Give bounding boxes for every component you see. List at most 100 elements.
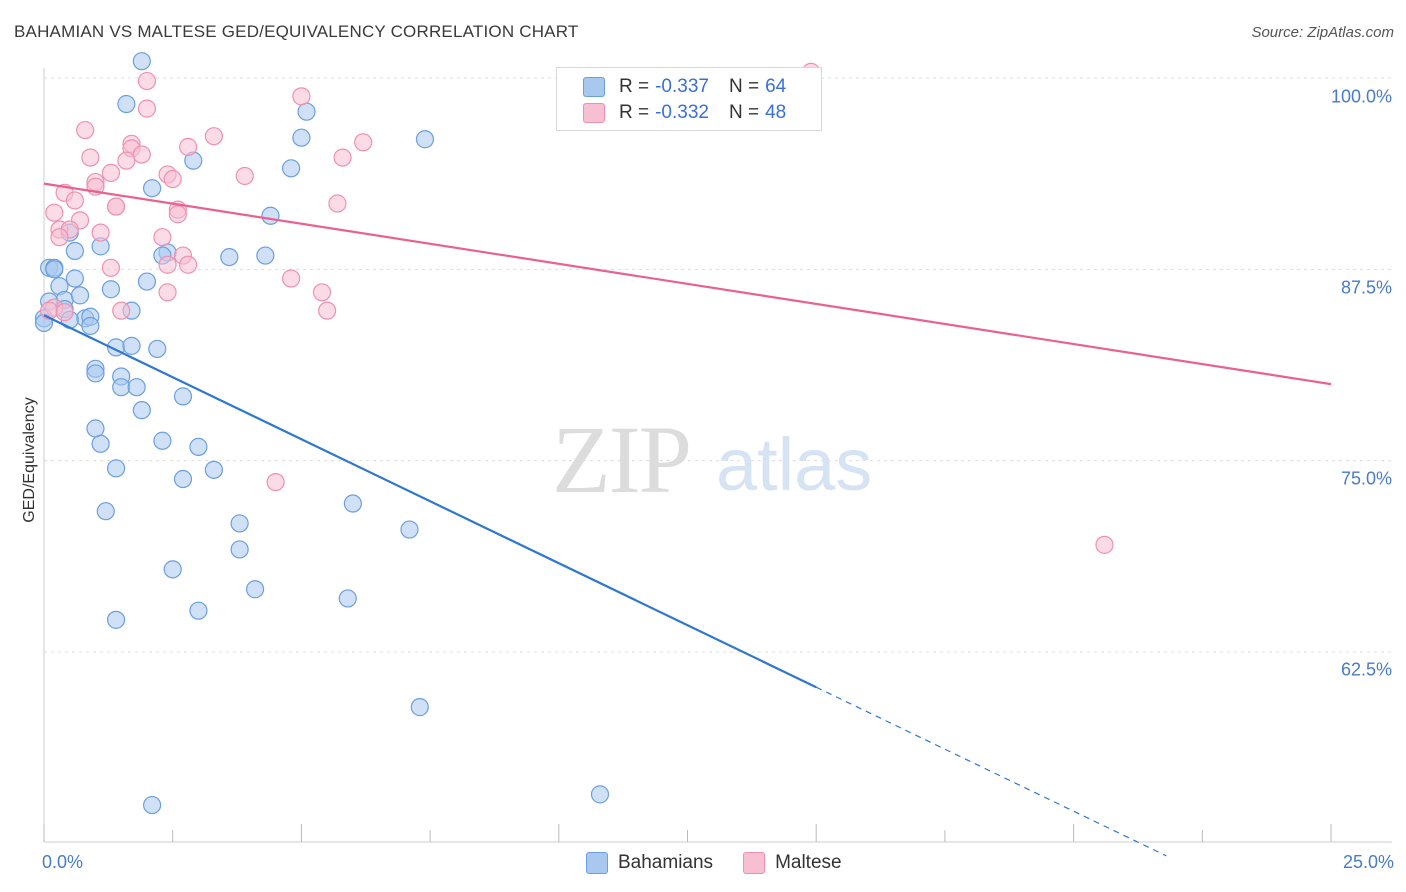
bahamians-point	[297, 102, 316, 121]
maltese-point	[318, 301, 337, 320]
maltese-point	[76, 120, 95, 140]
maltese-point	[101, 163, 121, 183]
maltese-point	[292, 87, 311, 106]
y-tick-label-87-5: 87.5%	[1340, 277, 1392, 298]
bahamians-point	[163, 560, 182, 579]
r-label: R =	[619, 76, 650, 97]
bahamians-point	[153, 431, 172, 450]
maltese-point	[312, 283, 332, 302]
y-tick-label-75: 75.0%	[1340, 468, 1392, 489]
bahamians-point	[45, 260, 64, 279]
maltese-point	[266, 472, 285, 492]
maltese-point	[328, 194, 347, 213]
bahamians-point	[343, 494, 362, 513]
bahamians-legend-swatch	[586, 852, 608, 874]
maltese-point	[106, 197, 126, 216]
bahamians-point	[338, 589, 357, 608]
legend-item-maltese[interactable]: Maltese	[743, 852, 842, 874]
bahamians-point	[292, 128, 311, 147]
bahamians-point	[220, 247, 239, 267]
bahamians-point	[189, 437, 208, 456]
bahamians-point	[127, 378, 146, 397]
maltese-point	[117, 151, 136, 170]
bahamians-point	[230, 540, 249, 559]
maltese-point	[153, 228, 172, 247]
maltese-point	[204, 127, 223, 146]
n-label: N =	[728, 76, 760, 97]
maltese-point	[65, 191, 84, 210]
bahamians-point	[106, 610, 126, 629]
bahamians-point	[143, 795, 162, 815]
bahamians-point	[230, 514, 249, 533]
bahamians-point	[415, 130, 435, 149]
bahamians-point	[173, 387, 193, 406]
bahamians-point	[81, 316, 100, 336]
maltese-point	[158, 255, 177, 274]
maltese-legend-label: Maltese	[775, 852, 842, 873]
bahamians-trendline-extension	[815, 686, 1167, 857]
y-tick-label-62-5: 62.5%	[1340, 659, 1392, 680]
bahamians-point	[204, 460, 223, 479]
bahamians-point	[65, 241, 84, 261]
maltese-point	[168, 205, 187, 224]
bahamians-point	[173, 469, 193, 489]
maltese-trendline	[43, 182, 1332, 386]
maltese-point	[55, 303, 74, 322]
maltese-point	[137, 99, 157, 118]
bahamians-point	[189, 601, 208, 620]
maltese-point	[354, 133, 373, 152]
bahamians-point	[65, 269, 84, 288]
r-label: R =	[619, 102, 650, 123]
n-label: N =	[728, 102, 760, 123]
bahamians-point	[410, 698, 429, 717]
bahamians-point	[86, 419, 105, 438]
maltese-point	[101, 258, 121, 277]
legend-item-bahamians[interactable]: Bahamians	[586, 852, 713, 874]
x-tick-label-max: 25.0%	[1342, 852, 1394, 872]
bahamians-point	[245, 580, 265, 599]
bahamians-point	[122, 336, 141, 355]
bahamians-point	[106, 459, 126, 478]
maltese-point	[45, 203, 64, 222]
watermark-zip: ZIP	[552, 406, 690, 513]
bahamians-point	[137, 272, 157, 291]
x-tick-label-min: 0.0%	[42, 852, 84, 872]
watermark-atlas: atlas	[716, 423, 872, 506]
y-tick-label-100: 100.0%	[1330, 86, 1392, 107]
bahamians-point	[282, 159, 301, 178]
stats-row-bahamians: R = -0.337 N = 64	[583, 76, 786, 98]
bahamians-r-value: -0.337	[655, 76, 709, 97]
bahamians-point	[400, 520, 419, 539]
maltese-swatch	[583, 103, 605, 123]
stats-legend: R = -0.337 N = 64 R = -0.332 N = 48	[556, 67, 822, 131]
bahamians-n-value: 64	[765, 76, 787, 97]
bahamians-point	[261, 206, 280, 225]
maltese-n-value: 48	[765, 102, 787, 123]
bahamians-point	[70, 286, 90, 305]
maltese-point	[1095, 535, 1114, 554]
bahamians-legend-label: Bahamians	[618, 852, 714, 873]
maltese-point	[235, 166, 254, 186]
maltese-point	[50, 228, 69, 247]
bahamians-point	[256, 246, 275, 265]
bahamians-point	[132, 401, 151, 420]
maltese-legend-swatch	[743, 852, 766, 874]
bahamians-point	[96, 502, 115, 521]
maltese-point	[112, 301, 131, 320]
bahamians-point	[91, 434, 110, 453]
maltese-r-value: -0.332	[655, 102, 709, 123]
bahamians-point	[101, 280, 121, 299]
maltese-point	[91, 223, 110, 242]
maltese-point	[81, 148, 100, 167]
maltese-point	[132, 145, 151, 164]
bahamians-point	[148, 339, 167, 359]
maltese-point	[179, 137, 198, 156]
bahamians-point	[112, 378, 131, 397]
maltese-point	[137, 71, 157, 91]
bahamians-swatch	[583, 77, 605, 97]
maltese-point	[333, 148, 352, 167]
bahamians-point	[117, 94, 136, 114]
series-legend: Bahamians Maltese	[586, 852, 872, 874]
bahamians-point	[143, 179, 162, 198]
